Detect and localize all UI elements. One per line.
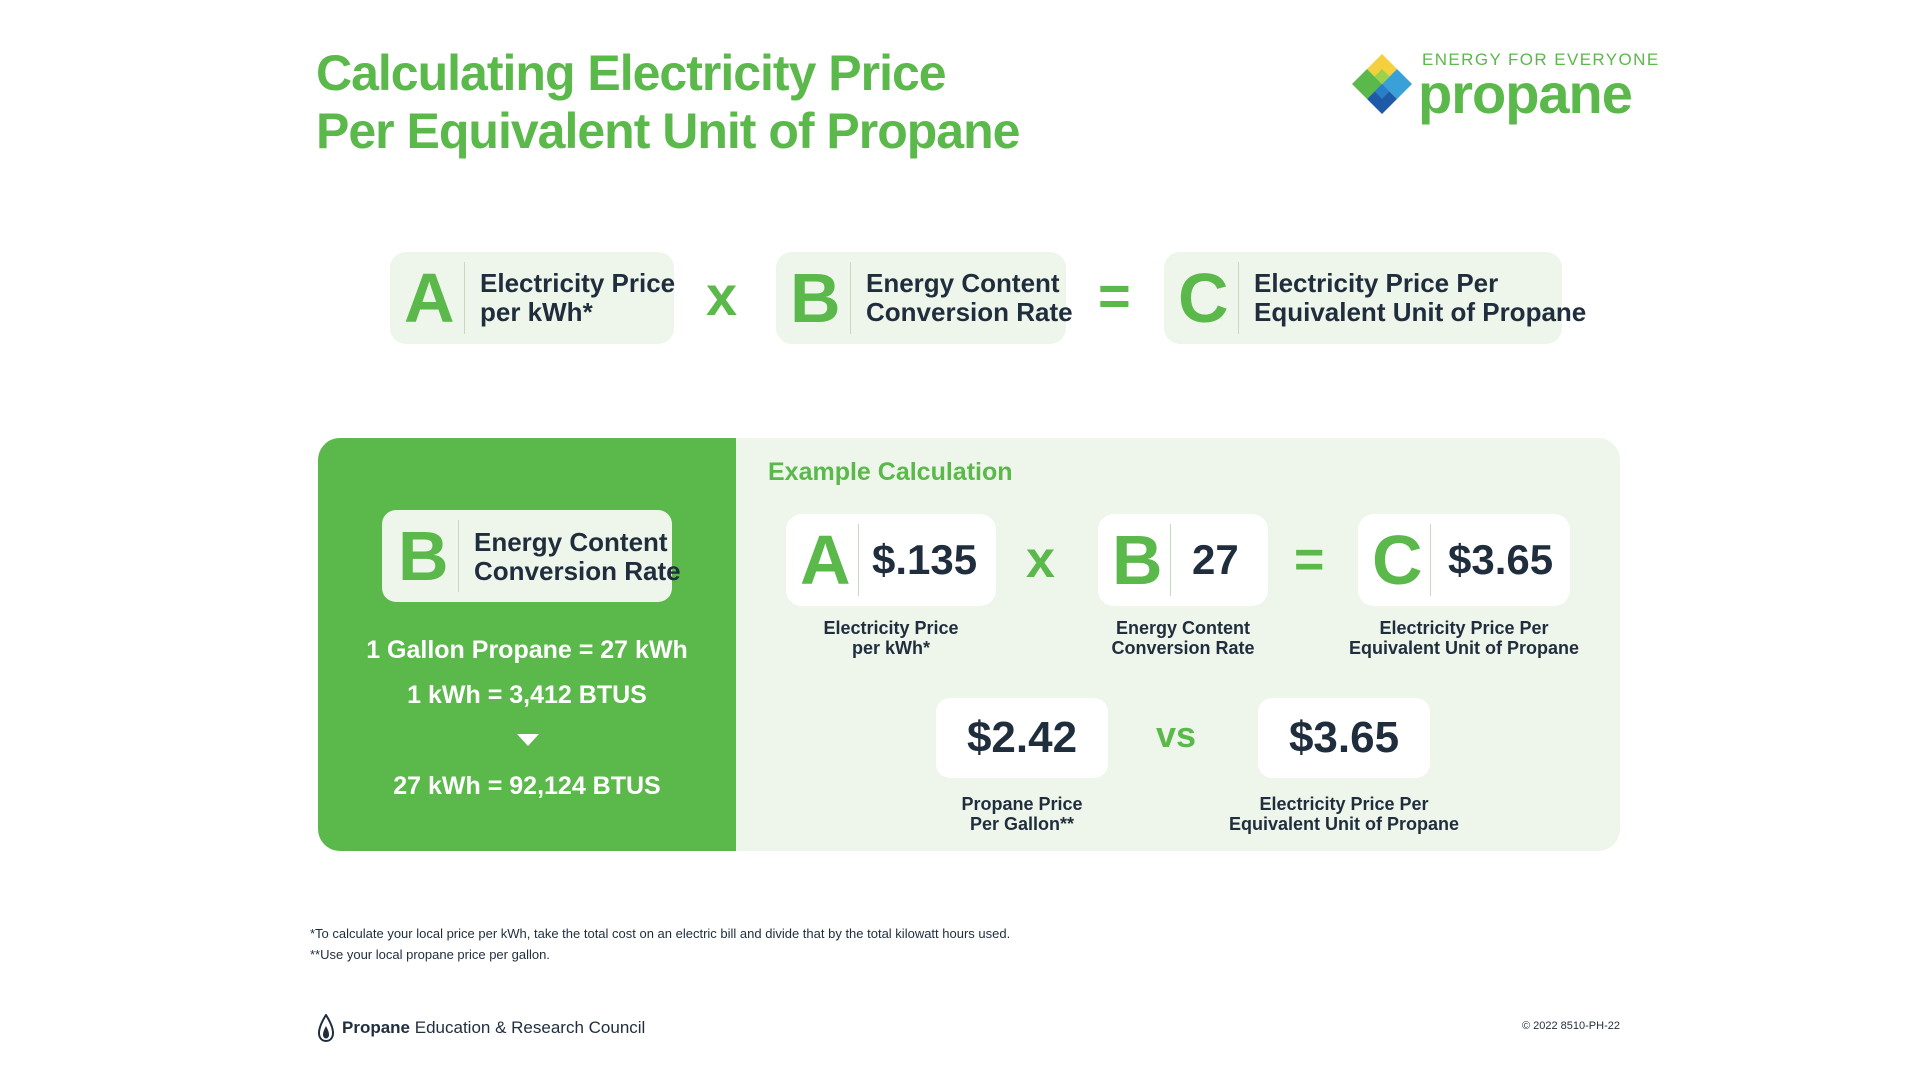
conversion-b-letter: B bbox=[398, 517, 449, 595]
conversion-b-label: Energy Content Conversion Rate bbox=[474, 527, 681, 586]
example-c-card: C $3.65 bbox=[1358, 514, 1570, 606]
divider bbox=[1430, 524, 1431, 596]
page-title: Calculating Electricity Price Per Equiva… bbox=[316, 44, 1020, 160]
formula-b-label: Energy Content Conversion Rate bbox=[866, 268, 1073, 327]
electricity-equivalent-card: $3.65 bbox=[1258, 698, 1430, 778]
example-b-value: 27 bbox=[1192, 536, 1239, 583]
example-a-caption: Electricity Price per kWh* bbox=[823, 618, 959, 658]
propane-price-value: $2.42 bbox=[966, 713, 1078, 762]
formula-a-letter: A bbox=[404, 259, 455, 337]
divider bbox=[1170, 524, 1171, 596]
example-multiply-operator: x bbox=[1026, 531, 1055, 589]
down-arrow-icon bbox=[517, 734, 539, 746]
electricity-equivalent-value: $3.65 bbox=[1288, 713, 1400, 762]
divider bbox=[458, 520, 459, 592]
vs-label: vs bbox=[1156, 714, 1197, 755]
formula-a-label: Electricity Price per kWh* bbox=[480, 268, 676, 327]
organization-name: Propane Education & Research Council bbox=[342, 1018, 646, 1037]
logo-tagline: ENERGY FOR EVERYONE bbox=[1422, 50, 1660, 69]
electricity-equivalent-caption: Electricity Price Per Equivalent Unit of … bbox=[1228, 794, 1460, 834]
example-b-caption: Energy Content Conversion Rate bbox=[1111, 618, 1255, 658]
conversion-panel: B Energy Content Conversion Rate 1 Gallon… bbox=[318, 438, 736, 851]
footnote-2: **Use your local propane price per gallo… bbox=[310, 947, 550, 962]
example-a-value: $.135 bbox=[872, 536, 978, 583]
formula-b-box: B Energy Content Conversion Rate bbox=[776, 252, 1073, 344]
propane-diamond-logo-icon bbox=[1352, 54, 1412, 114]
divider bbox=[464, 262, 465, 334]
formula-b-letter: B bbox=[790, 259, 841, 337]
footnote-1: *To calculate your local price per kWh, … bbox=[310, 926, 1011, 941]
formula-c-letter: C bbox=[1178, 259, 1229, 337]
divider bbox=[858, 524, 859, 596]
equals-operator: = bbox=[1098, 264, 1131, 327]
title-line-2: Per Equivalent Unit of Propane bbox=[316, 103, 1020, 159]
example-a-letter: A bbox=[800, 521, 851, 599]
propane-price-card: $2.42 bbox=[936, 698, 1108, 778]
conversion-line-3: 27 kWh = 92,124 BTUS bbox=[393, 772, 661, 800]
document-code: © 2022 8510-PH-22 bbox=[1521, 1020, 1620, 1032]
example-c-caption: Electricity Price Per Equivalent Unit of … bbox=[1348, 618, 1580, 658]
multiply-operator: x bbox=[706, 264, 738, 327]
propane-price-caption: Propane Price Per Gallon** bbox=[961, 794, 1083, 834]
example-title: Example Calculation bbox=[768, 458, 1013, 486]
flame-icon bbox=[318, 1014, 334, 1042]
example-panel: B Energy Content Conversion Rate 1 Gallon… bbox=[318, 438, 1620, 851]
formula-a-box: A Electricity Price per kWh* bbox=[390, 252, 676, 344]
example-a-card: A $.135 bbox=[786, 514, 996, 606]
example-equals-operator: = bbox=[1294, 531, 1325, 589]
divider bbox=[850, 262, 851, 334]
logo-wordmark: propane bbox=[1418, 62, 1633, 125]
conversion-b-card: B Energy Content Conversion Rate bbox=[382, 510, 681, 602]
example-b-card: B 27 bbox=[1098, 514, 1268, 606]
example-c-value: $3.65 bbox=[1448, 536, 1554, 583]
formula-c-box: C Electricity Price Per Equivalent Unit o… bbox=[1164, 252, 1586, 344]
formula-c-label: Electricity Price Per Equivalent Unit of … bbox=[1254, 268, 1587, 327]
propane-logo: ENERGY FOR EVERYONE propane bbox=[1352, 50, 1658, 128]
conversion-line-2: 1 kWh = 3,412 BTUS bbox=[407, 681, 647, 709]
title-line-1: Calculating Electricity Price bbox=[316, 45, 947, 101]
example-b-letter: B bbox=[1112, 521, 1163, 599]
example-c-letter: C bbox=[1372, 521, 1423, 599]
divider bbox=[1238, 262, 1239, 334]
conversion-line-1: 1 Gallon Propane = 27 kWh bbox=[366, 636, 688, 664]
